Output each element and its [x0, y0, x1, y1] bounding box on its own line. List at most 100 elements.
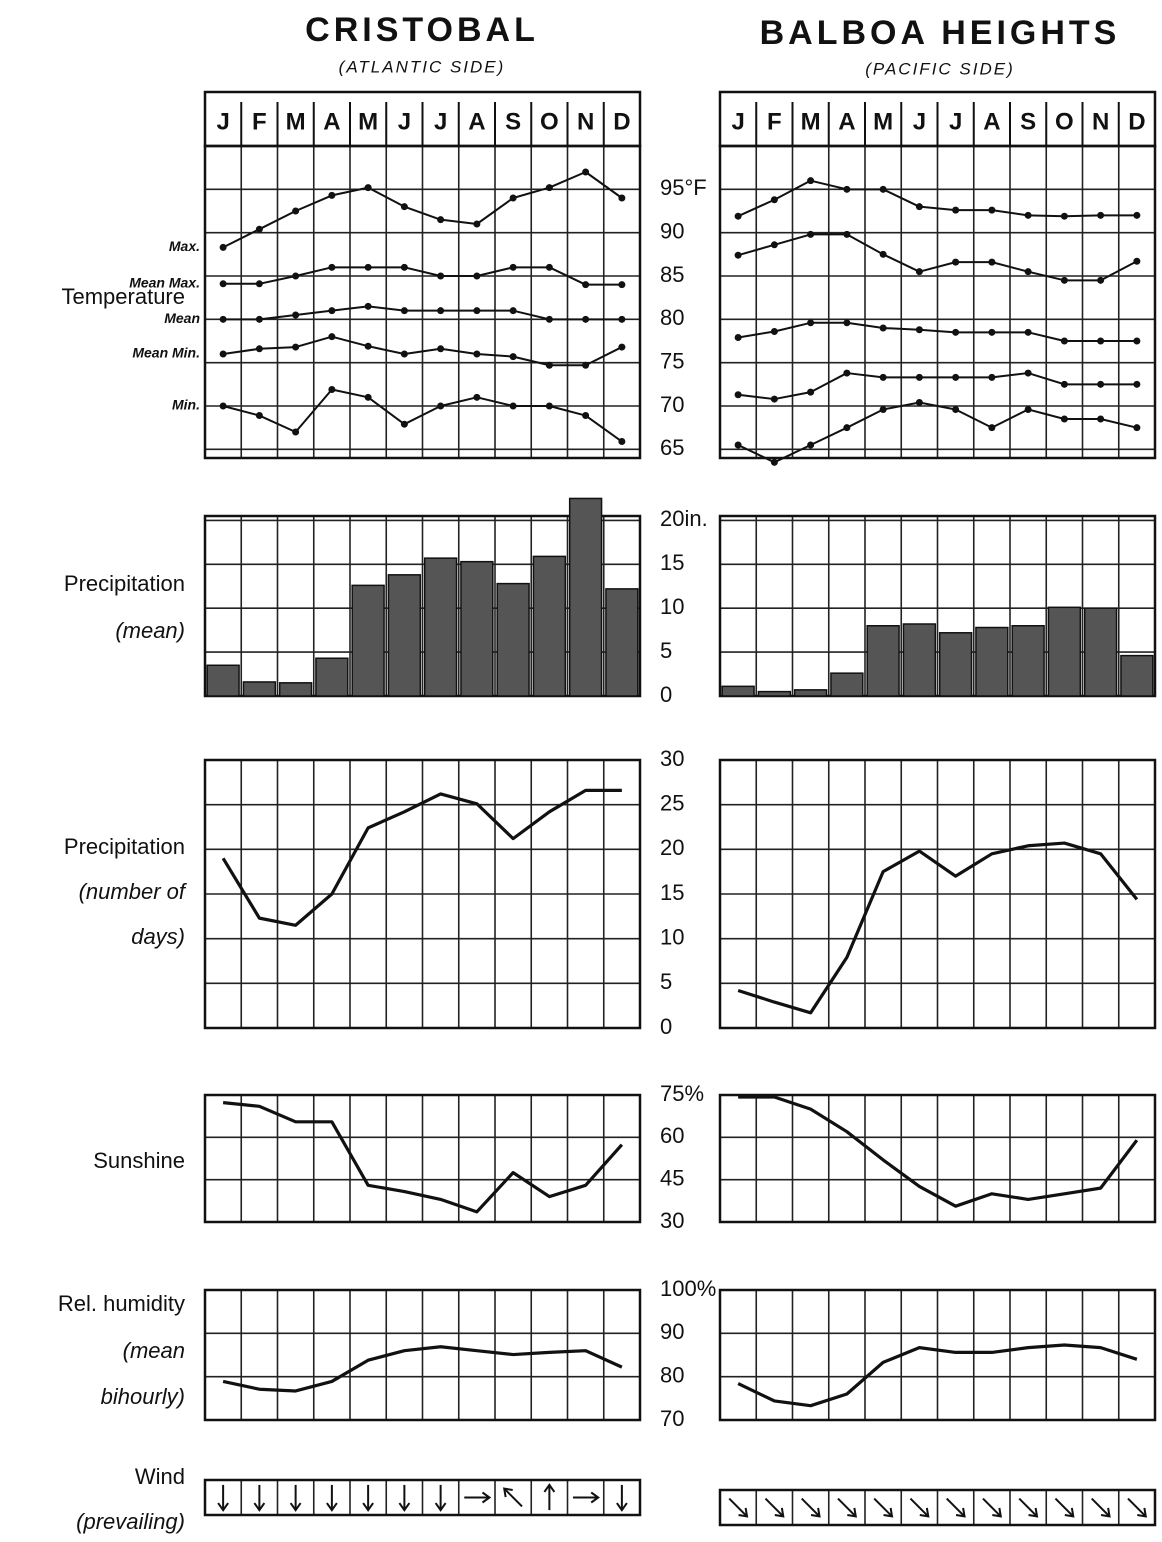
panel-frame	[203, 1288, 642, 1422]
bar	[1120, 654, 1154, 697]
marker	[879, 373, 887, 381]
marker	[437, 272, 445, 280]
row-label: days)	[131, 924, 185, 949]
marker	[509, 307, 517, 315]
marker	[473, 350, 481, 358]
marker	[915, 268, 923, 276]
line	[737, 179, 1137, 218]
month-label: M	[873, 108, 893, 135]
marker	[1097, 211, 1105, 219]
marker	[582, 412, 590, 420]
wind-arrow	[434, 1484, 447, 1512]
marker	[292, 207, 300, 215]
marker	[1024, 369, 1032, 377]
marker	[1060, 380, 1068, 388]
marker	[988, 328, 996, 336]
marker	[1133, 380, 1141, 388]
month-label: M	[286, 108, 306, 135]
y-tick-label: 20	[660, 835, 684, 860]
marker	[879, 405, 887, 413]
marker	[618, 438, 626, 446]
marker	[328, 386, 336, 394]
arrow-head	[1064, 1507, 1075, 1518]
arrow-head	[481, 1491, 492, 1504]
marker	[292, 428, 300, 436]
arrow-shaft	[1018, 1497, 1038, 1518]
marker	[400, 203, 408, 211]
line	[737, 1343, 1138, 1408]
series-label: Mean Max.	[129, 275, 200, 291]
marker	[437, 307, 445, 315]
y-tick-label: 45	[660, 1165, 684, 1190]
wind-arrow	[837, 1497, 858, 1518]
panel-frame	[718, 1488, 1157, 1527]
arrow-head	[810, 1507, 821, 1518]
wind-arrow	[946, 1497, 966, 1518]
month-label: S	[1020, 108, 1036, 135]
marker	[400, 420, 408, 428]
row-label: Temperature	[61, 284, 185, 309]
marker	[988, 373, 996, 381]
y-tick-label: 0	[660, 1014, 672, 1039]
marker	[988, 424, 996, 432]
arrow-head	[590, 1491, 600, 1504]
marker	[582, 281, 590, 289]
y-tick-label: 70	[660, 392, 684, 417]
marker	[807, 230, 815, 238]
marker	[437, 345, 445, 353]
month-label: M	[358, 108, 378, 135]
marker	[734, 391, 742, 399]
row-label: Precipitation	[64, 571, 185, 596]
marker	[1060, 212, 1068, 220]
marker	[545, 361, 553, 369]
station-subtitle: (ATLANTIC SIDE)	[339, 57, 506, 76]
marker	[255, 315, 263, 323]
marker	[364, 184, 372, 192]
marker	[1024, 268, 1032, 276]
marker	[915, 203, 923, 211]
marker	[219, 350, 227, 358]
marker	[618, 343, 626, 351]
marker	[1060, 415, 1068, 423]
marker	[545, 184, 553, 192]
marker	[807, 441, 815, 449]
arrow-shaft	[873, 1497, 893, 1518]
arrow-head	[434, 1502, 447, 1512]
marker	[770, 241, 778, 249]
marker	[1060, 337, 1068, 345]
marker	[879, 324, 887, 332]
line	[222, 171, 623, 249]
row-label: (mean	[123, 1338, 185, 1363]
wind-arrow	[502, 1487, 523, 1508]
wind-arrow	[982, 1497, 1003, 1518]
arrow-head	[502, 1487, 513, 1498]
bar	[902, 623, 937, 697]
arrow-head	[774, 1507, 785, 1518]
line	[222, 335, 623, 367]
y-tick-label: 95°F	[660, 175, 707, 200]
wind-arrow	[873, 1497, 894, 1518]
line	[737, 233, 1138, 282]
marker	[582, 315, 590, 323]
month-label: A	[323, 108, 340, 135]
y-tick-label: 10	[660, 924, 684, 949]
marker	[328, 191, 336, 199]
month-label: J	[731, 108, 744, 135]
marker	[618, 315, 626, 323]
y-tick-label: 0	[660, 682, 672, 707]
arrow-head	[217, 1502, 229, 1512]
marker	[1097, 337, 1105, 345]
panel-frame	[203, 514, 642, 698]
line	[738, 372, 1137, 401]
marker	[400, 263, 408, 271]
marker	[879, 185, 887, 193]
panel-frame	[718, 1288, 1157, 1422]
y-tick-label: 75	[660, 348, 684, 373]
marker	[952, 328, 960, 336]
wind-arrow	[253, 1484, 266, 1512]
y-tick-label: 100%	[660, 1276, 716, 1301]
bar	[423, 557, 458, 697]
y-tick-label: 90	[660, 1319, 684, 1344]
line	[222, 1345, 623, 1393]
station-title: CRISTOBAL	[305, 11, 539, 49]
